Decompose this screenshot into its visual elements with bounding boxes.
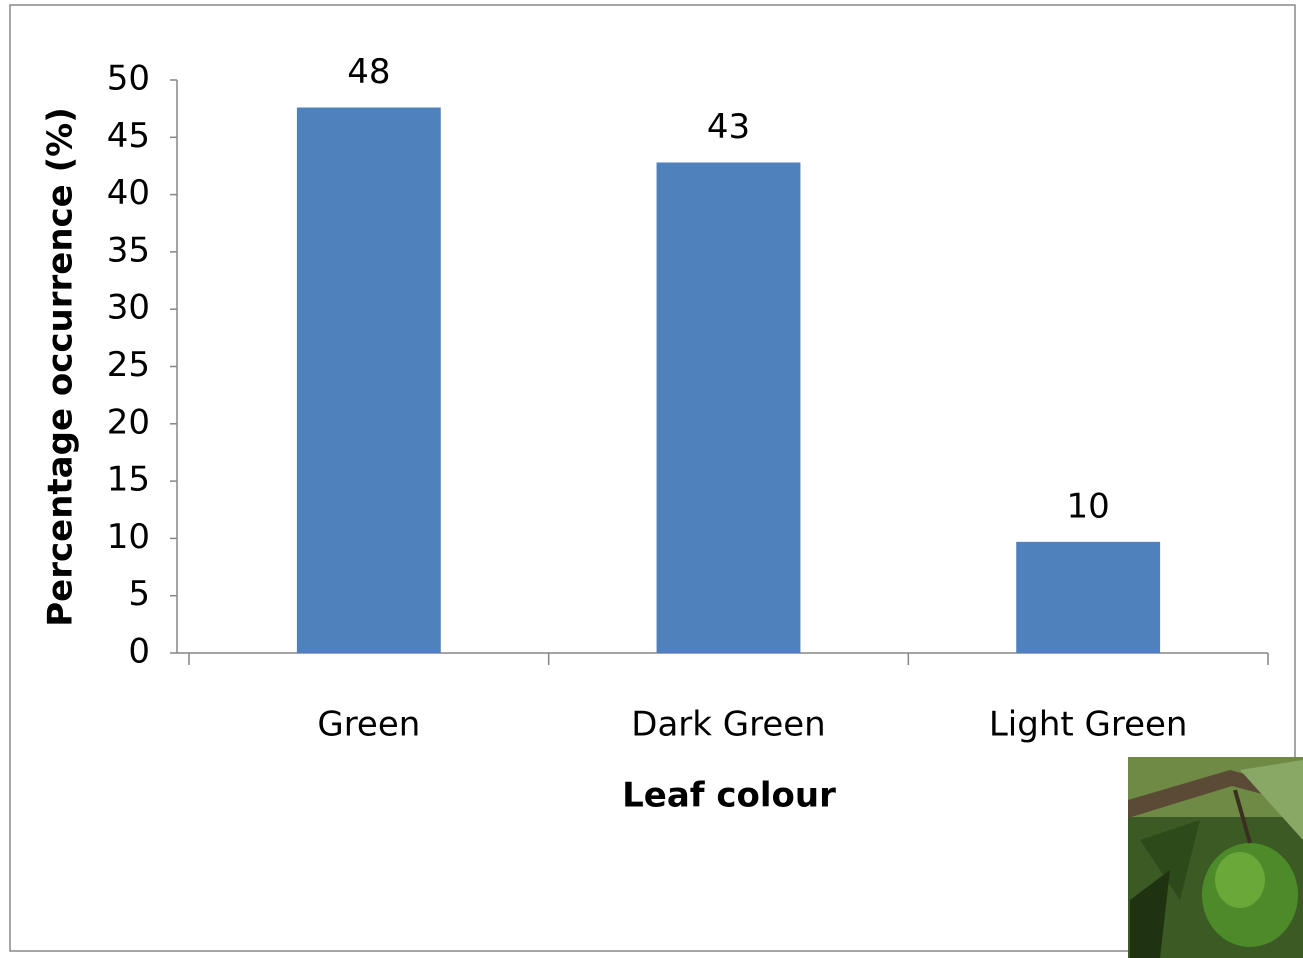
y-tick-label: 30 — [107, 288, 150, 328]
y-tick-label: 0 — [128, 632, 150, 672]
data-label: 10 — [1067, 486, 1110, 526]
x-tick-label: Dark Green — [631, 705, 825, 745]
data-label: 48 — [347, 52, 390, 92]
y-tick-label: 10 — [107, 517, 150, 557]
bar — [657, 163, 801, 653]
photo — [1128, 757, 1303, 958]
y-tick-label: 50 — [107, 59, 150, 99]
y-tick-label: 40 — [107, 173, 150, 213]
bar — [297, 108, 441, 653]
data-label: 43 — [707, 107, 750, 147]
x-tick-label: Green — [317, 705, 420, 745]
x-tick-label: Light Green — [989, 705, 1188, 745]
bar — [1016, 542, 1160, 653]
y-tick-label: 15 — [107, 460, 150, 500]
y-tick-label: 25 — [107, 345, 150, 385]
y-tick-label: 45 — [107, 116, 150, 156]
y-tick-label: 20 — [107, 402, 150, 442]
y-axis-title: Percentage occurrence (%) — [41, 107, 81, 626]
chart: Leaf colour Percentage occurrence (%) 0 5… — [0, 0, 1303, 958]
y-tick-label: 35 — [107, 230, 150, 270]
x-axis-title: Leaf colour — [622, 776, 836, 816]
y-tick-label: 5 — [128, 574, 150, 614]
